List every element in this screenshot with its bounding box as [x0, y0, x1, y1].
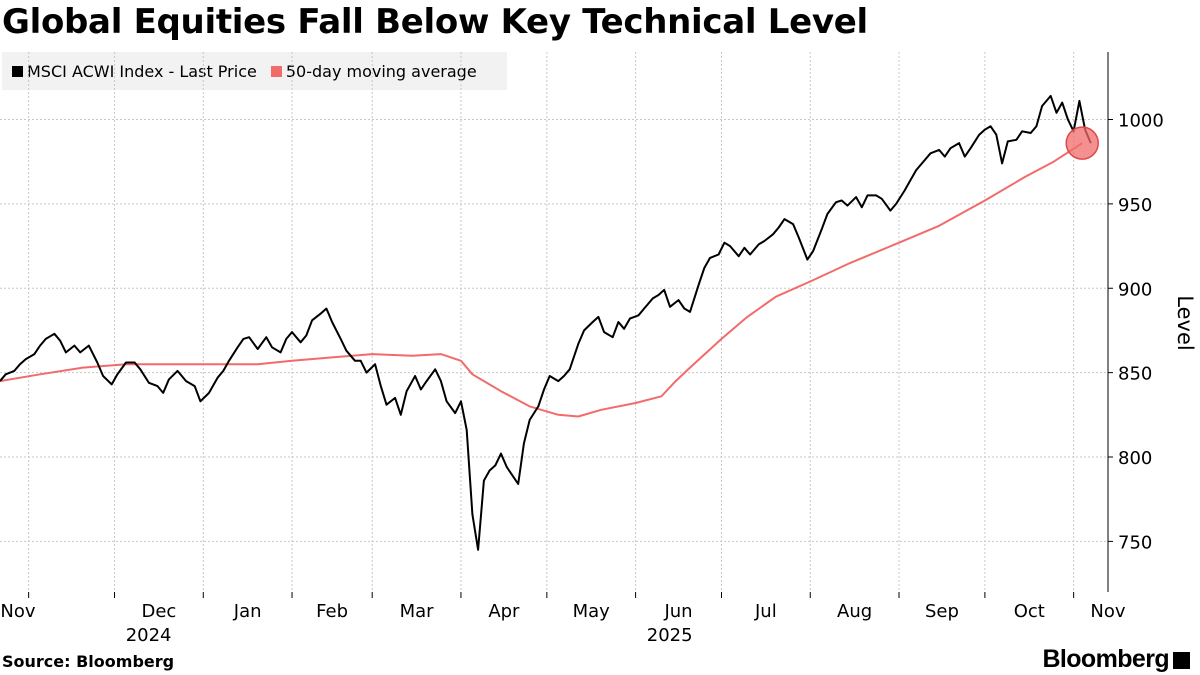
legend-label-moving-average: 50-day moving average [285, 61, 477, 81]
y-tick-label: 800 [1118, 448, 1152, 469]
x-tick-label: May [573, 601, 611, 622]
legend-item-last-price: MSCI ACWI Index - Last Price [12, 62, 257, 81]
x-tick-label: Feb [316, 601, 348, 622]
x-tick-label: Aug [837, 601, 872, 622]
x-tick-label: Jun [663, 601, 692, 622]
source-note: Source: Bloomberg [2, 652, 175, 671]
y-tick-label: 750 [1118, 532, 1152, 553]
year-label: 2024 [126, 625, 172, 646]
legend-label-last-price: MSCI ACWI Index - Last Price [27, 61, 257, 81]
x-tick-label: Jan [233, 601, 262, 622]
chart-title: Global Equities Fall Below Key Technical… [2, 2, 868, 42]
x-tick-label: Nov [1090, 601, 1125, 622]
y-tick-label: 900 [1118, 279, 1152, 300]
y-tick-label: 950 [1118, 195, 1152, 216]
x-tick-label: Sep [925, 601, 959, 622]
x-tick-label: Dec [141, 601, 176, 622]
series-line-moving-average [0, 142, 1083, 418]
x-tick-label: Jul [754, 601, 777, 622]
bloomberg-mark-icon [1173, 652, 1190, 669]
series-line-last-price [0, 94, 1092, 551]
highlight-marker [1065, 126, 1099, 160]
y-tick-label: 850 [1118, 364, 1152, 385]
legend-swatch-moving-average [270, 65, 282, 77]
year-label: 2025 [647, 625, 693, 646]
chart-legend: MSCI ACWI Index - Last Price 50-day movi… [2, 52, 507, 90]
x-tick-label: Oct [1014, 601, 1045, 622]
y-axis-title: Level [1173, 295, 1197, 350]
legend-item-moving-average: 50-day moving average [270, 61, 477, 81]
x-tick-label: Apr [488, 601, 520, 622]
x-tick-label: Nov [0, 601, 35, 622]
bloomberg-logo: Bloomberg [1042, 645, 1190, 674]
x-tick-label: Mar [400, 601, 435, 622]
legend-swatch-last-price [12, 65, 23, 77]
brand-wordmark: Bloomberg [1042, 645, 1169, 673]
y-tick-label: 1000 [1118, 111, 1164, 132]
